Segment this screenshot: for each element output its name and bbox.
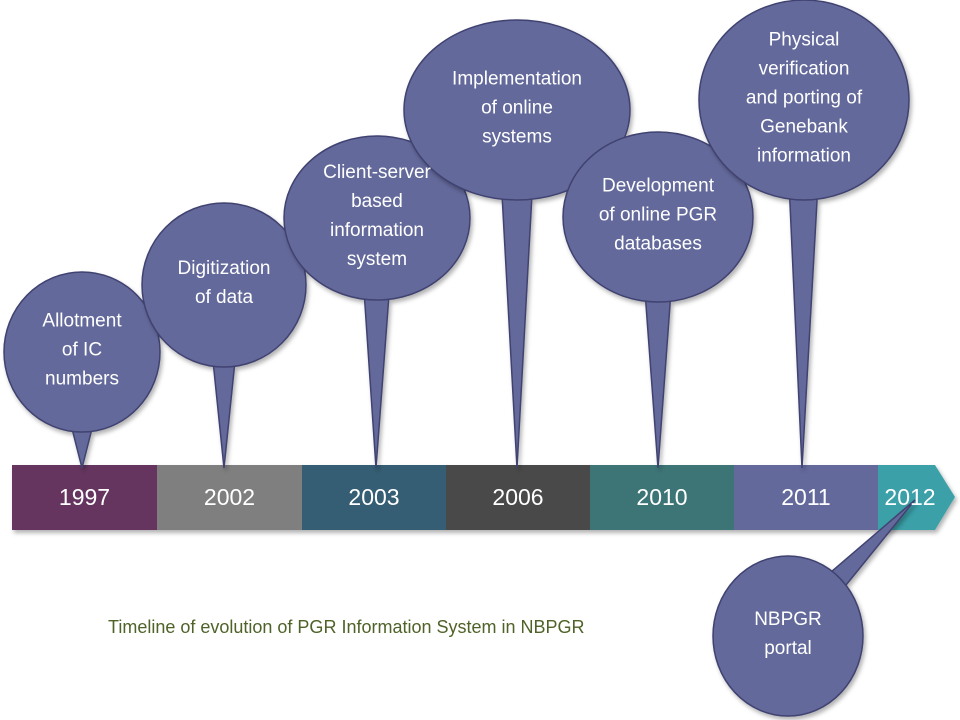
diagram-caption: Timeline of evolution of PGR Information…	[108, 617, 585, 637]
year-label: 2010	[636, 484, 688, 510]
event-text-line: Digitization	[177, 258, 271, 279]
event-text: Client-server based information system	[323, 158, 431, 274]
event-text-line: information	[756, 145, 851, 167]
event-bubble-2002	[141, 202, 307, 469]
bubble-pointer	[644, 296, 672, 469]
event-text-line: Development	[602, 175, 714, 197]
event-bubble-2003	[283, 135, 471, 469]
event-text-line: databases	[614, 233, 702, 255]
event-text: Development of online PGR databases	[599, 172, 717, 259]
event-text: NBPGR portal	[754, 605, 822, 663]
year-label: 2012	[884, 484, 936, 510]
event-bubble-2012	[712, 499, 916, 717]
event-text-line: Genebank	[760, 116, 848, 138]
year-label: 2003	[348, 484, 400, 510]
event-text-line: of data	[194, 287, 254, 308]
bubble-pointer	[70, 426, 94, 469]
timeline-segment-2006	[446, 465, 591, 530]
event-text-line: verification	[758, 58, 850, 80]
timeline-segment-2011	[734, 465, 879, 530]
event-text-line: of online PGR	[598, 204, 718, 226]
event-text-line: information	[329, 220, 424, 241]
event-text-line: Implementation	[452, 68, 582, 90]
event-text: Allotment of IC numbers	[42, 307, 121, 394]
event-text-line: portal	[764, 638, 812, 659]
event-text-line: Allotment	[42, 310, 122, 332]
year-label: 2002	[203, 484, 256, 510]
timeline-segment-1997	[12, 465, 158, 530]
event-text: Implementation of online systems	[452, 65, 582, 152]
timeline-segment-2012	[878, 465, 955, 530]
timeline-segment-2010	[590, 465, 735, 530]
event-text-line: NBPGR	[754, 609, 822, 630]
event-bubble-2011	[698, 0, 910, 469]
year-label: 2006	[492, 484, 544, 510]
event-text-line: systems	[482, 126, 552, 148]
timeline-segment-2003	[302, 465, 447, 530]
event-bubble-2010	[562, 131, 754, 469]
event-text: Digitization of data	[178, 254, 271, 312]
event-text-line: Client-server	[323, 162, 431, 183]
event-text-line: and porting of	[745, 87, 863, 109]
bubble-pointer	[788, 193, 819, 469]
year-label: 1997	[58, 484, 111, 510]
event-text-line: system	[346, 249, 408, 270]
bubble-pointer	[363, 294, 390, 469]
year-label: 2011	[781, 484, 831, 510]
event-bubble-1997	[3, 271, 161, 469]
event-text-line: based	[351, 191, 403, 212]
bubble-pointer	[501, 193, 533, 469]
event-bubble-2006	[403, 19, 631, 469]
event-text-line: numbers	[45, 368, 119, 390]
bubble-pointer	[212, 361, 236, 469]
event-text: Physical verification and porting of Geneba…	[746, 26, 862, 171]
event-text-line: of online	[481, 97, 553, 119]
timeline-segment-2002	[157, 465, 303, 530]
event-text-line: Physical	[768, 29, 840, 51]
event-text-line: of IC	[61, 339, 103, 361]
